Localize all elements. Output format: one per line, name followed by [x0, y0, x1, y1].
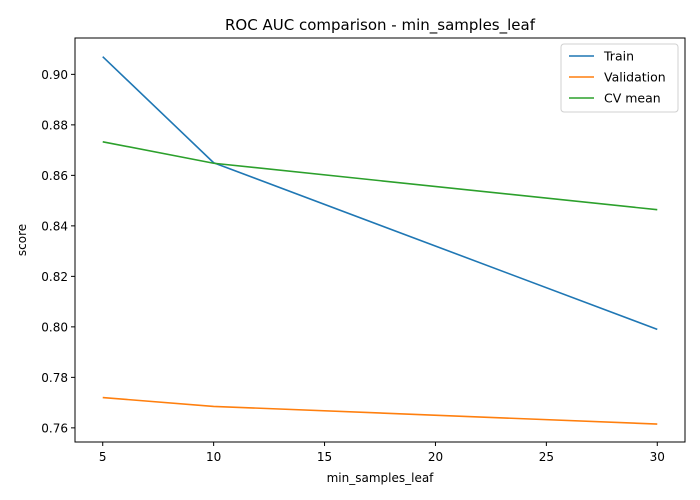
y-tick-label: 0.84 — [41, 219, 68, 233]
y-tick-label: 0.82 — [41, 270, 68, 284]
y-tick-label: 0.88 — [41, 118, 68, 132]
x-tick-label: 15 — [317, 450, 332, 464]
legend-label-validation: Validation — [604, 70, 666, 85]
x-tick-label: 30 — [650, 450, 665, 464]
legend: Train Validation CV mean — [560, 43, 679, 113]
y-tick-label: 0.80 — [41, 320, 68, 334]
y-axis-label: score — [15, 224, 29, 256]
y-axis: 0.76 0.78 0.80 0.82 0.84 0.86 0.88 0.90 — [41, 68, 75, 435]
x-tick-label: 20 — [428, 450, 443, 464]
chart-title: ROC AUC comparison - min_samples_leaf — [225, 16, 536, 35]
x-tick-label: 10 — [206, 450, 221, 464]
x-tick-label: 25 — [539, 450, 554, 464]
legend-box — [560, 43, 679, 113]
x-axis-label: min_samples_leaf — [327, 471, 435, 485]
y-tick-label: 0.86 — [41, 169, 68, 183]
y-tick-label: 0.78 — [41, 371, 68, 385]
series-line-cv-mean — [102, 140, 658, 211]
legend-label-train: Train — [603, 49, 634, 64]
x-tick-label: 5 — [99, 450, 107, 464]
x-axis: 5 10 15 20 25 30 — [99, 442, 665, 464]
plot-area — [74, 37, 686, 443]
series-layer — [102, 56, 658, 425]
y-tick-label: 0.90 — [41, 68, 68, 82]
y-tick-label: 0.76 — [41, 421, 68, 435]
plot-frame — [74, 37, 686, 443]
legend-label-cv-mean: CV mean — [604, 91, 661, 106]
series-line-validation — [102, 396, 658, 425]
